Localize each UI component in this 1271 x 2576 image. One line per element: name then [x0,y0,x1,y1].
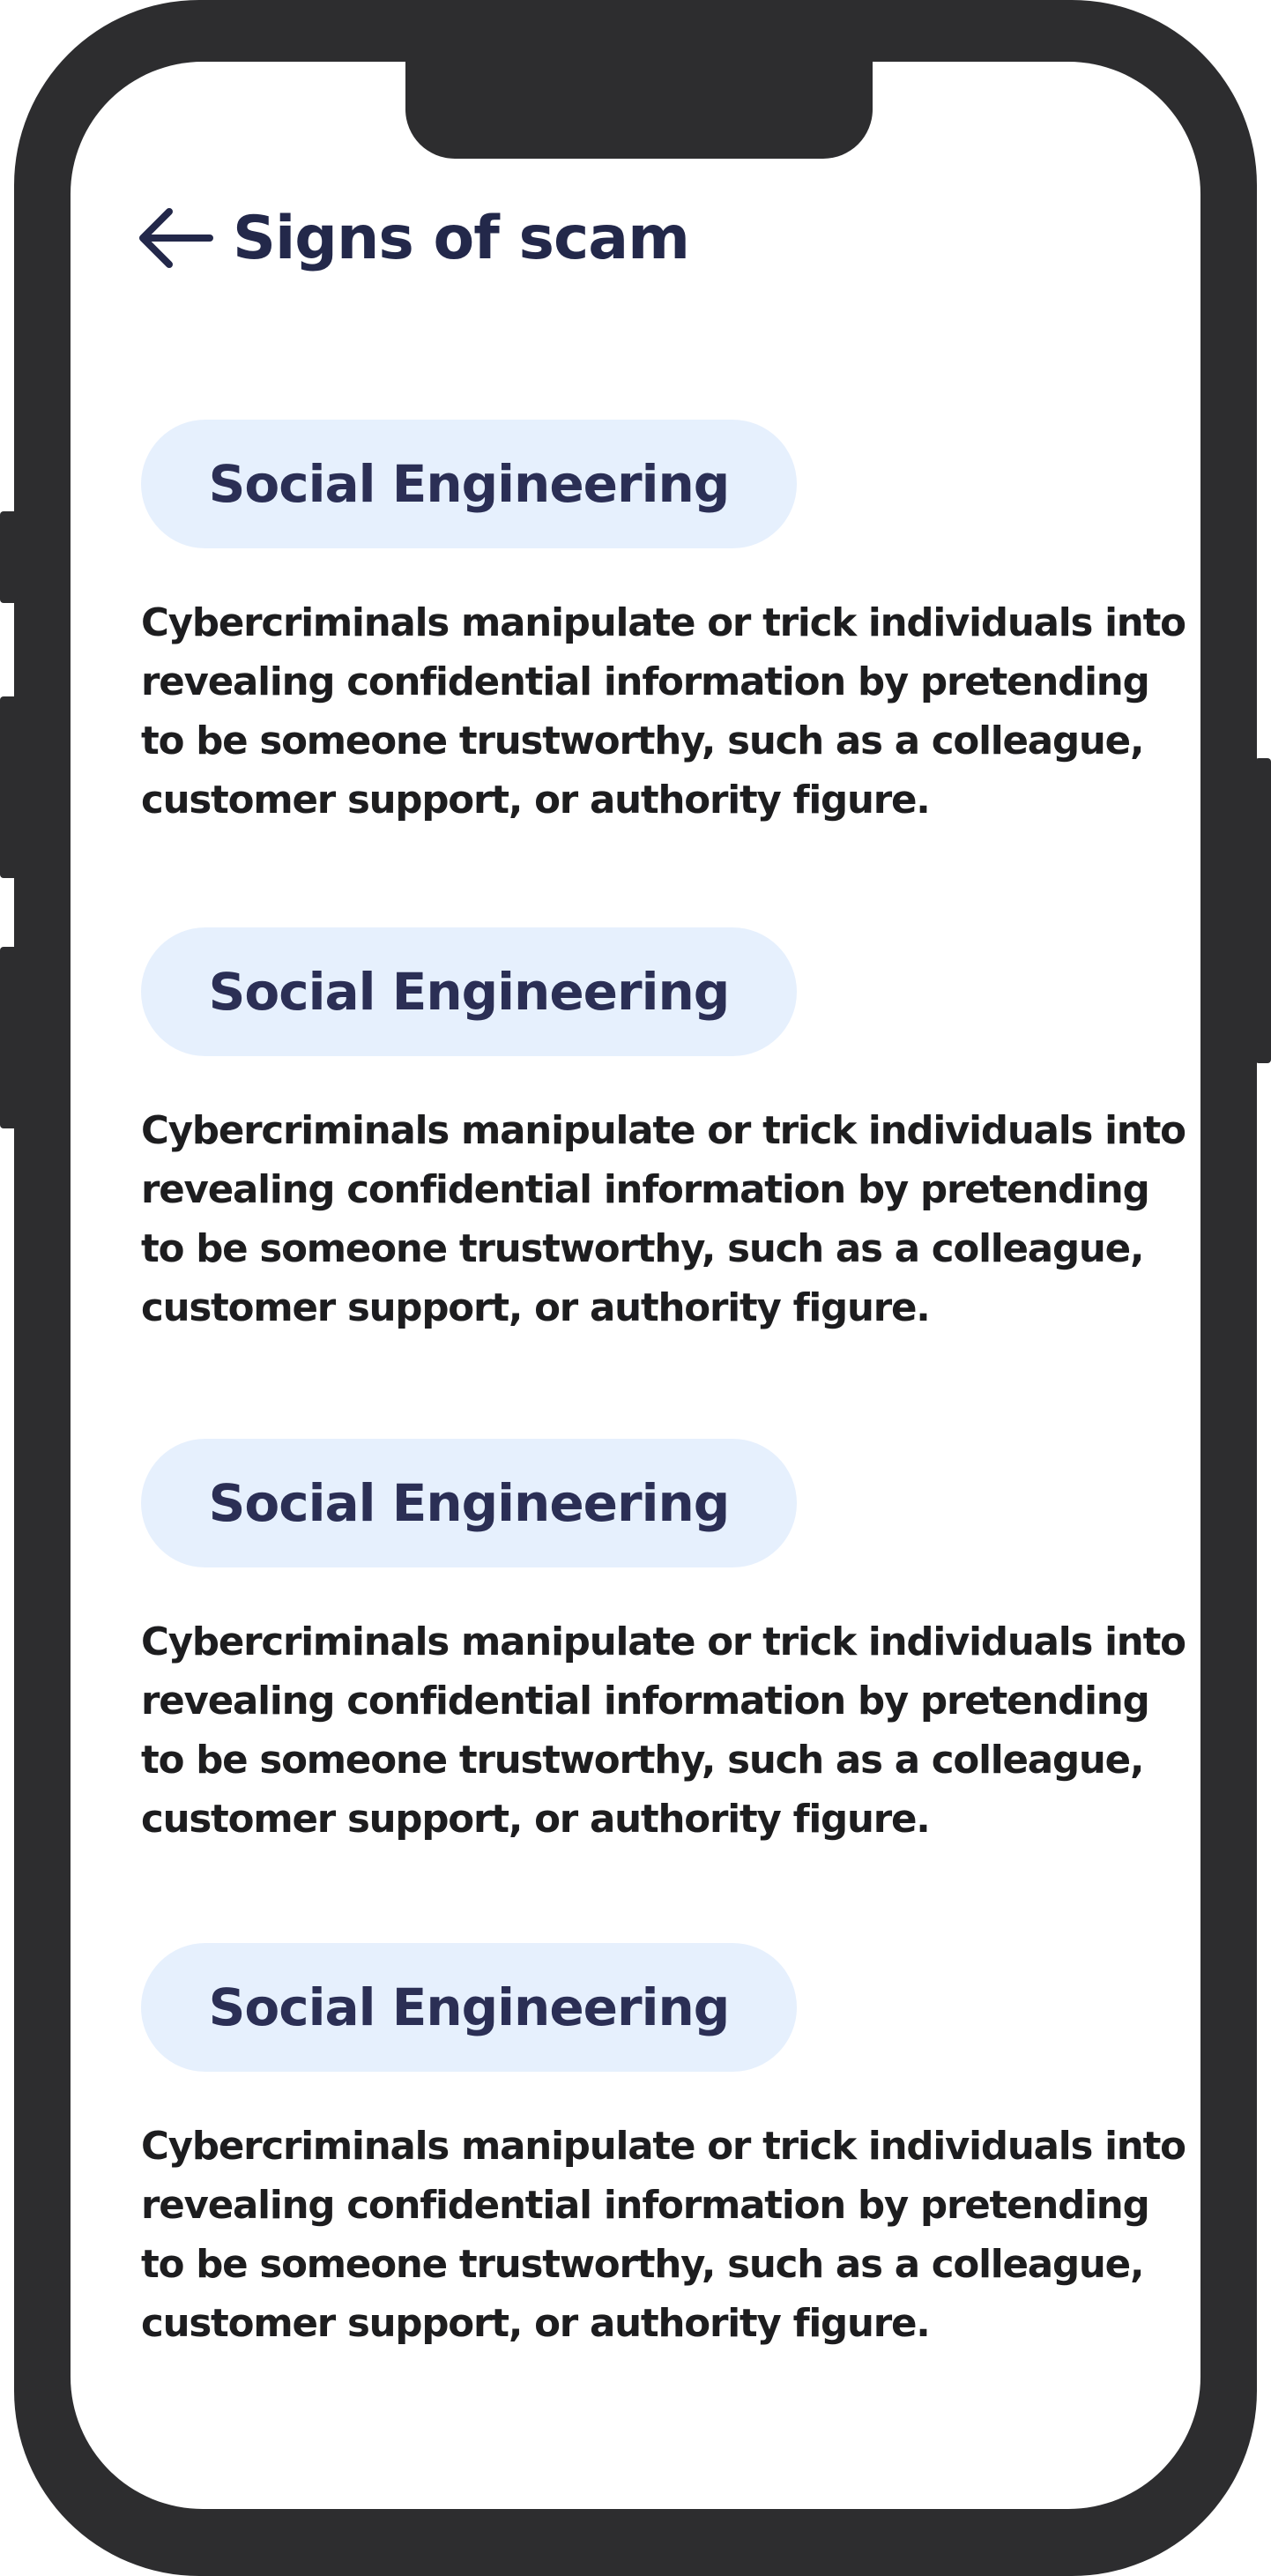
section-title-pill: Social Engineering [141,927,797,1056]
scam-sign-card: Social Engineering Cybercriminals manipu… [141,1439,1186,1850]
scam-sign-card: Social Engineering Cybercriminals manipu… [141,420,1186,830]
section-title-pill: Social Engineering [141,420,797,548]
section-title: Social Engineering [208,1977,731,2037]
section-description: Cybercriminals manipulate or trick indiv… [141,1620,1186,1842]
volume-down-button [0,947,18,1128]
app-header: Signs of scam [138,194,690,282]
section-title-pill: Social Engineering [141,1943,797,2072]
section-description: Cybercriminals manipulate or trick indiv… [141,1109,1186,1330]
back-button[interactable] [138,198,217,278]
section-title: Social Engineering [208,1473,731,1533]
scam-sign-card: Social Engineering Cybercriminals manipu… [141,927,1186,1338]
arrow-left-icon [139,208,213,268]
section-title-pill: Social Engineering [141,1439,797,1567]
power-button [1255,758,1271,1063]
section-title: Social Engineering [208,962,731,1022]
volume-up-button [0,696,18,878]
phone-screen: Signs of scam Social Engineering Cybercr… [71,62,1200,2509]
section-description: Cybercriminals manipulate or trick indiv… [141,601,1186,823]
page-title: Signs of scam [233,203,690,273]
mute-switch [0,511,18,603]
scam-sign-card: Social Engineering Cybercriminals manipu… [141,1943,1186,2354]
section-description: Cybercriminals manipulate or trick indiv… [141,2125,1186,2346]
notch [405,62,873,159]
section-title: Social Engineering [208,454,731,514]
